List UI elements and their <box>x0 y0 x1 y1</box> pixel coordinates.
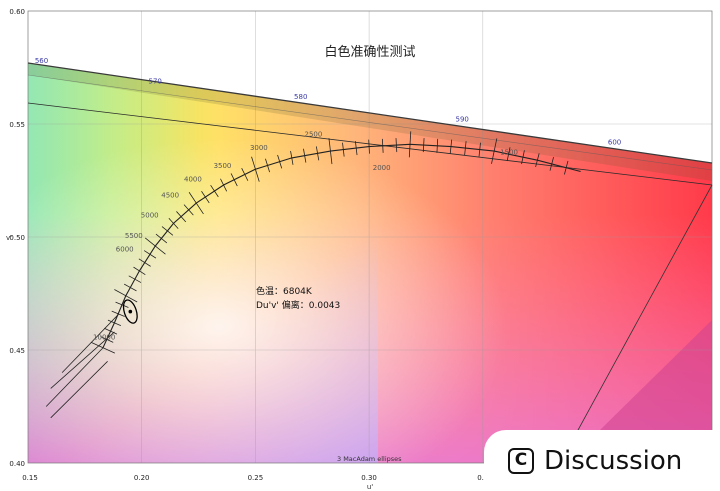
macadam-ellipse <box>122 299 138 324</box>
duv-annotation: Du'v' 偏离：0.0043 <box>256 299 340 311</box>
isotemp-line <box>422 138 425 153</box>
isotemp-line <box>506 147 511 162</box>
isotemp-line <box>168 217 179 229</box>
discussion-icon: C <box>508 447 534 474</box>
y-axis-label: v' <box>6 234 12 242</box>
isotemp-line <box>124 283 137 292</box>
discussion-badge[interactable]: C Discussion <box>484 430 720 491</box>
cct-label: 10000 <box>93 334 115 342</box>
isotemp-line-long <box>45 347 104 407</box>
x-tick-label: 0.15 <box>22 474 38 482</box>
isotemp-line <box>265 158 270 173</box>
cct-labels: 1500 2000 2500 3000 3500 4000 4500 5000 5500 6000… <box>93 130 518 341</box>
isotemp-line <box>535 153 540 168</box>
cct-label: 2500 <box>305 130 323 138</box>
x-tick-label: 0.25 <box>248 474 264 482</box>
isotemp-line <box>251 156 260 182</box>
y-tick-label: 0.55 <box>9 121 25 129</box>
isotemperature-lines <box>45 131 569 419</box>
cct-label: 3000 <box>250 144 268 152</box>
y-axis: 0.40 0.45 0.50 0.55 0.60 <box>9 8 25 468</box>
isotemp-line <box>155 233 168 244</box>
isotemp-line <box>100 336 114 343</box>
isotemp-line <box>395 138 398 153</box>
cct-label: 1500 <box>500 148 518 156</box>
wavelength-label: 580 <box>294 93 307 101</box>
wavelength-label: 560 <box>35 57 48 65</box>
isotemp-line <box>210 184 219 198</box>
wavelength-label: 570 <box>149 77 162 85</box>
chart-title: 白色准确性测试 <box>324 44 415 60</box>
x-axis-label: u' <box>367 483 373 491</box>
cct-label: 5000 <box>141 212 159 220</box>
isotemp-line <box>355 141 358 156</box>
isotemp-line-long <box>61 313 120 373</box>
y-tick-label: 0.45 <box>9 347 25 355</box>
cct-label: 6000 <box>116 246 134 254</box>
wavelength-label: 600 <box>608 138 621 146</box>
y-tick-label: 0.40 <box>9 460 25 468</box>
isotemp-line <box>183 204 194 216</box>
isotemp-line <box>104 327 118 335</box>
isotemp-line <box>368 139 370 154</box>
isotemp-line <box>564 160 569 175</box>
isotemp-line <box>107 319 122 326</box>
isotemp-line <box>303 148 307 163</box>
cct-label: 4500 <box>161 191 179 199</box>
isotemp-line <box>201 191 210 204</box>
isotemp-line <box>161 226 174 236</box>
isotemp-line-long <box>50 361 108 419</box>
isotemp-line <box>277 154 283 169</box>
isotemp-line <box>408 131 412 158</box>
isotemp-line <box>220 178 228 192</box>
isotemp-line <box>478 142 481 157</box>
cct-label: 3500 <box>214 162 232 170</box>
isotemp-line <box>176 211 187 223</box>
cct-label: 4000 <box>184 176 202 184</box>
isotemp-line <box>381 138 384 153</box>
isotemp-line <box>342 142 345 157</box>
isotemp-line <box>290 150 294 165</box>
cct-annotation: 色温：6804K <box>256 285 313 297</box>
measured-point <box>128 309 133 314</box>
wavelength-label: 590 <box>456 116 469 124</box>
cct-label: 2000 <box>373 164 391 172</box>
purple-region <box>570 320 712 463</box>
isotemp-line <box>549 157 554 171</box>
plot-frame <box>27 10 713 464</box>
x-tick-label: 0.3 <box>477 474 488 482</box>
isotemp-line-long <box>50 331 115 389</box>
isotemp-line <box>491 138 498 164</box>
wavelength-labels: 560 570 580 590 600 <box>35 57 621 146</box>
isotemp-line <box>241 168 249 181</box>
discussion-label: Discussion <box>544 445 683 476</box>
gridlines <box>28 11 712 463</box>
isotemp-line <box>464 141 467 156</box>
isotemp-line <box>128 275 142 283</box>
x-tick-label: 0.20 <box>134 474 150 482</box>
spectral-locus <box>27 62 713 464</box>
isotemp-line <box>449 139 453 154</box>
isotemp-line <box>111 310 125 317</box>
isotemp-line <box>521 150 525 165</box>
isotemp-line <box>188 192 204 215</box>
isotemp-line <box>133 266 146 276</box>
y-tick-label: 0.60 <box>9 8 25 16</box>
footnote: 3 MacAdam ellipses <box>337 455 402 463</box>
out-of-gamut-region <box>28 11 712 163</box>
x-axis: 0.15 0.20 0.25 0.30 0.3 <box>22 474 488 482</box>
isotemp-line <box>115 301 129 308</box>
isotemp-line <box>144 237 166 255</box>
cct-label: 5500 <box>125 232 143 240</box>
isotemp-line <box>230 173 238 187</box>
y-tick-label: 0.50 <box>9 234 25 242</box>
isotemp-line <box>114 289 138 303</box>
isotemp-line <box>328 138 333 165</box>
isotemp-line <box>315 146 320 161</box>
x-tick-label: 0.30 <box>361 474 377 482</box>
isotemp-line <box>143 250 157 259</box>
isotemp-line <box>436 138 439 153</box>
isotemp-line <box>138 258 151 267</box>
